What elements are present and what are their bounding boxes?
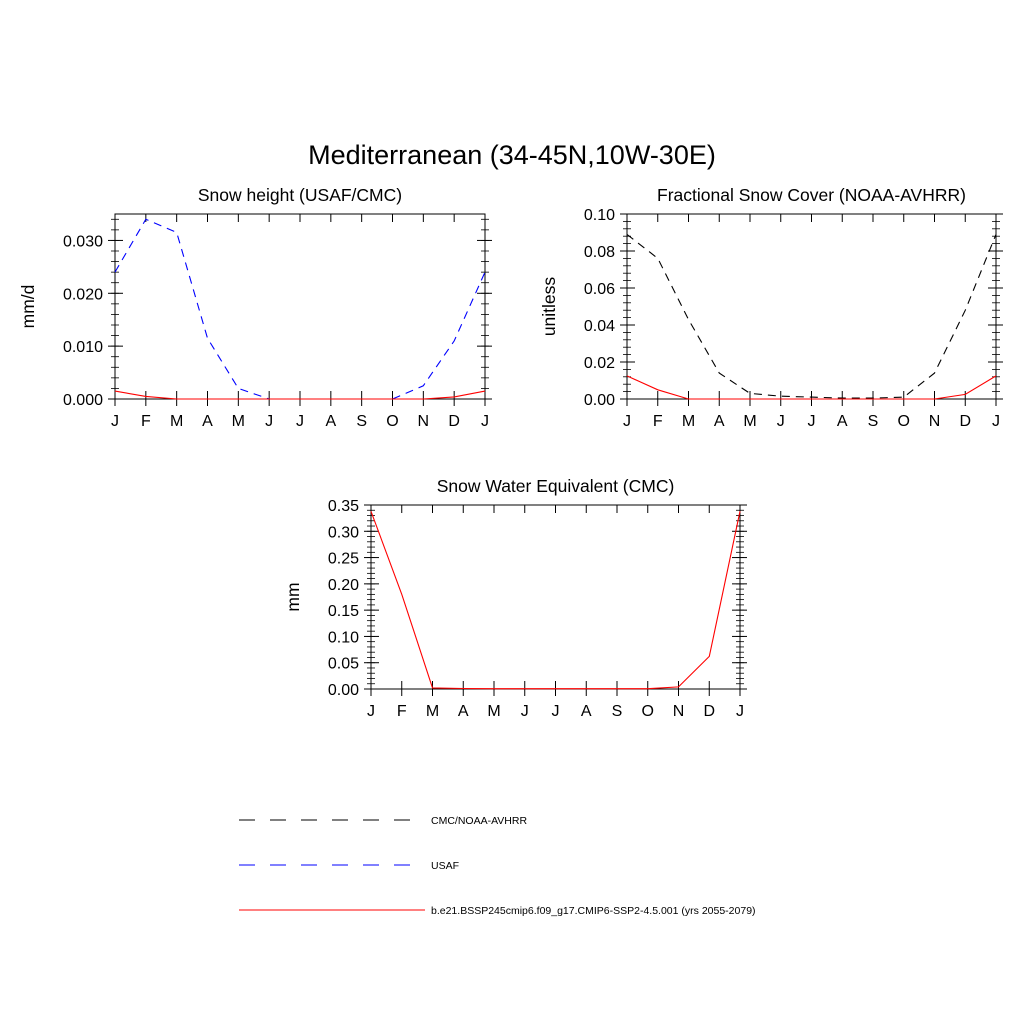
y-tick-label: 0.08 bbox=[584, 244, 615, 261]
x-tick-label: O bbox=[642, 703, 654, 720]
x-tick-label: S bbox=[356, 413, 367, 430]
series-line-2 bbox=[114, 390, 486, 400]
x-tick-label: S bbox=[612, 703, 623, 720]
x-tick-label: J bbox=[521, 703, 529, 720]
x-tick-label: D bbox=[959, 413, 971, 430]
x-tick-label: O bbox=[898, 413, 910, 430]
x-tick-label: M bbox=[232, 413, 245, 430]
y-tick-label: 0.00 bbox=[328, 682, 359, 699]
y-tick-label: 0.000 bbox=[63, 392, 103, 409]
x-tick-label: M bbox=[426, 703, 439, 720]
series-line-1 bbox=[114, 218, 486, 400]
x-tick-label: A bbox=[714, 413, 725, 430]
x-tick-label: N bbox=[929, 413, 941, 430]
x-tick-label: S bbox=[868, 413, 879, 430]
x-tick-label: A bbox=[325, 413, 336, 430]
x-tick-label: J bbox=[623, 413, 631, 430]
x-tick-label: N bbox=[673, 703, 685, 720]
x-tick-label: F bbox=[653, 413, 663, 430]
y-tick-label: 0.06 bbox=[584, 281, 615, 298]
x-tick-label: M bbox=[743, 413, 756, 430]
y-tick-label: 0.05 bbox=[328, 656, 359, 673]
chart-panel-3: Snow Water Equivalent (CMC) mm J F M A M J J A S O N… bbox=[283, 476, 747, 720]
x-tick-label: A bbox=[581, 703, 592, 720]
x-tick-label: A bbox=[837, 413, 848, 430]
series-line-2 bbox=[370, 511, 741, 690]
chart-panels: Snow height (USAF/CMC)mm/dJ F M A M J J A S O N D J0… bbox=[18, 185, 1003, 720]
legend-item: USAF bbox=[239, 860, 459, 872]
y-tick-label: 0.15 bbox=[328, 603, 359, 620]
figure-title: Mediterranean (34-45N,10W-30E) bbox=[308, 140, 716, 170]
panel-title: Fractional Snow Cover (NOAA-AVHRR) bbox=[657, 185, 966, 205]
x-tick-label: F bbox=[141, 413, 151, 430]
x-tick-label: J bbox=[736, 703, 744, 720]
x-tick-label: D bbox=[448, 413, 460, 430]
chart-panel-1: Snow height (USAF/CMC)mm/dJ F M A M J J A S O N D J0… bbox=[18, 185, 492, 430]
x-tick-label: F bbox=[397, 703, 407, 720]
x-tick-label: O bbox=[386, 413, 398, 430]
x-tick-label: A bbox=[202, 413, 213, 430]
panel-title: Snow Water Equivalent (CMC) bbox=[437, 476, 675, 496]
x-tick-label: J bbox=[777, 413, 785, 430]
x-tick-label: M bbox=[682, 413, 695, 430]
y-tick-label: 0.25 bbox=[328, 551, 359, 568]
x-tick-label: J bbox=[367, 703, 375, 720]
chart-panel-2: Fractional Snow Cover (NOAA-AVHRR) unitle… bbox=[539, 185, 1003, 430]
y-tick-label: 0.020 bbox=[63, 286, 103, 303]
y-tick-label: 0.30 bbox=[328, 524, 359, 541]
legend-item: CMC/NOAA-AVHRR bbox=[239, 815, 527, 827]
y-axis-label: mm bbox=[283, 582, 303, 611]
x-tick-label: D bbox=[703, 703, 715, 720]
x-tick-label: J bbox=[111, 413, 119, 430]
y-tick-label: 0.20 bbox=[328, 577, 359, 594]
legend-label: CMC/NOAA-AVHRR bbox=[431, 815, 527, 827]
series-line-2 bbox=[626, 375, 997, 400]
y-tick-label: 0.10 bbox=[328, 629, 359, 646]
legend-item: b.e21.BSSP245cmip6.f09_g17.CMIP6-SSP2-4.… bbox=[239, 905, 756, 917]
x-tick-label: J bbox=[265, 413, 273, 430]
x-tick-label: A bbox=[458, 703, 469, 720]
y-tick-label: 0.04 bbox=[584, 318, 615, 335]
legend: CMC/NOAA-AVHRR USAF b.e21.BSSP245cmip6.f09… bbox=[239, 815, 756, 917]
y-axis-label: mm/d bbox=[18, 285, 38, 329]
y-axis-label: unitless bbox=[539, 277, 559, 337]
y-tick-label: 0.010 bbox=[63, 339, 103, 356]
y-tick-label: 0.10 bbox=[584, 207, 615, 224]
y-tick-label: 0.35 bbox=[328, 498, 359, 515]
y-tick-label: 0.02 bbox=[584, 355, 615, 372]
x-tick-label: N bbox=[418, 413, 430, 430]
series-line-1 bbox=[626, 233, 997, 399]
plot-frame bbox=[370, 504, 741, 690]
x-tick-label: M bbox=[170, 413, 183, 430]
x-tick-label: J bbox=[808, 413, 816, 430]
y-tick-label: 0.030 bbox=[63, 233, 103, 250]
panel-title: Snow height (USAF/CMC) bbox=[198, 185, 402, 205]
plot-frame bbox=[626, 213, 997, 400]
legend-label: USAF bbox=[431, 860, 459, 872]
x-tick-label: J bbox=[296, 413, 304, 430]
x-tick-label: J bbox=[552, 703, 560, 720]
legend-label: b.e21.BSSP245cmip6.f09_g17.CMIP6-SSP2-4.… bbox=[431, 905, 756, 917]
x-tick-label: J bbox=[992, 413, 1000, 430]
x-tick-label: J bbox=[481, 413, 489, 430]
plot-frame bbox=[114, 213, 486, 400]
x-tick-label: M bbox=[487, 703, 500, 720]
y-tick-label: 0.00 bbox=[584, 392, 615, 409]
